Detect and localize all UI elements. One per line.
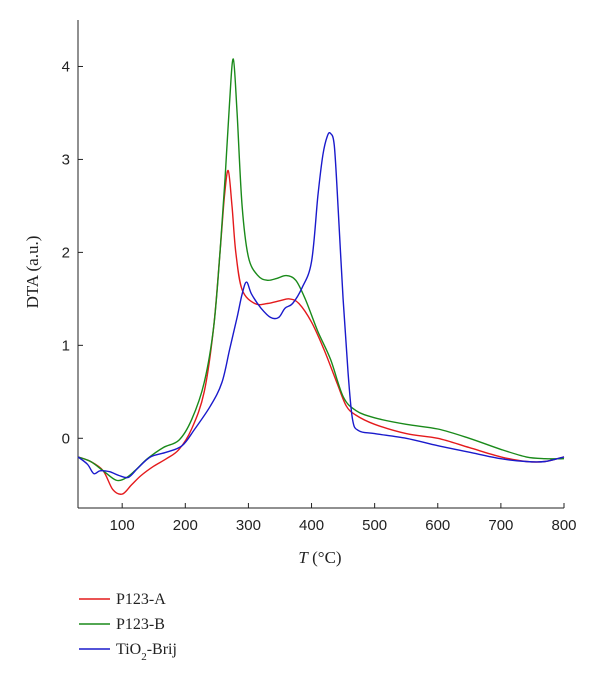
x-tick-label: 400	[299, 517, 324, 534]
y-tick-label: 1	[62, 337, 70, 354]
x-tick-label: 100	[110, 517, 135, 534]
x-axis-label-unit: (°C)	[308, 548, 342, 567]
legend-label: P123-A	[116, 591, 166, 608]
x-tick-label: 700	[488, 517, 513, 534]
series-lines	[77, 58, 565, 495]
x-tick-label: 800	[551, 517, 576, 534]
y-tick-label: 2	[62, 244, 70, 261]
y-tick-label: 4	[62, 58, 70, 75]
x-axis-label-symbol: T	[298, 548, 309, 567]
x-axis-label: T (°C)	[298, 548, 341, 567]
series-line-p123-b	[77, 58, 565, 482]
legend-label: TiO2-Brij	[116, 641, 177, 663]
series-line-p123-a	[77, 169, 565, 495]
x-tick-label: 300	[236, 517, 261, 534]
x-tick-label: 500	[362, 517, 387, 534]
legend: P123-A P123-B TiO2-Brij	[79, 591, 177, 663]
y-tick-label: 3	[62, 151, 70, 168]
x-axis-ticks: 100 200 300 400 500 600 700 800	[110, 503, 577, 534]
y-tick-label: 0	[62, 430, 70, 447]
series-line-tio2-brij	[77, 131, 565, 479]
axes	[77, 20, 564, 509]
y-axis-ticks: 0 1 2 3 4	[62, 58, 83, 447]
x-tick-label: 600	[425, 517, 450, 534]
y-axis-label: DTA (a.u.)	[23, 236, 42, 309]
x-tick-label: 200	[173, 517, 198, 534]
legend-label: P123-B	[116, 616, 165, 633]
